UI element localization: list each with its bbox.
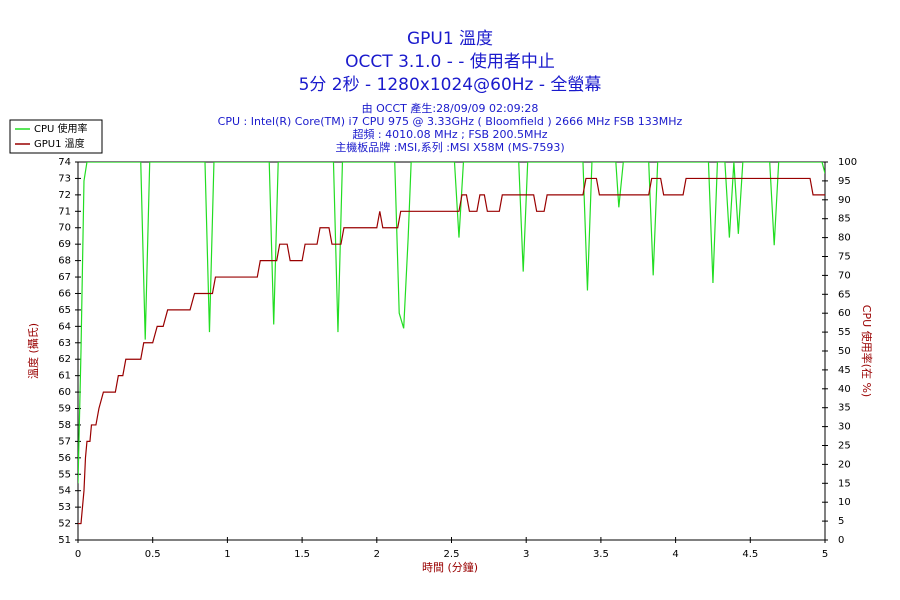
y2-tick-label: 10: [838, 497, 851, 508]
y-tick-label: 60: [58, 387, 71, 398]
y2-tick-label: 90: [838, 195, 851, 206]
annotation: 超頻 : 4010.08 MHz ; FSB 200.5MHz: [352, 127, 547, 141]
annotation: 由 OCCT 產生:28/09/09 02:09:28: [362, 101, 539, 115]
y-tick-label: 56: [58, 453, 71, 464]
y-tick-label: 64: [58, 321, 71, 332]
x-tick-label: 0.5: [145, 549, 161, 560]
y2-tick-label: 55: [838, 327, 851, 338]
y-tick-label: 51: [58, 535, 71, 546]
legend-label: CPU 使用率: [34, 122, 88, 135]
data-line: [78, 162, 825, 484]
y-tick-label: 55: [58, 469, 71, 480]
y-tick-label: 65: [58, 305, 71, 316]
y2-tick-label: 45: [838, 365, 851, 376]
y2-tick-label: 40: [838, 384, 851, 395]
y2-tick-label: 25: [838, 441, 851, 452]
x-tick-label: 0: [75, 549, 81, 560]
y2-tick-label: 85: [838, 214, 851, 225]
y2-tick-label: 15: [838, 478, 851, 489]
y-tick-label: 54: [58, 486, 71, 497]
y-tick-label: 53: [58, 502, 71, 513]
y-tick-label: 58: [58, 420, 71, 431]
y2-tick-label: 20: [838, 459, 851, 470]
y2-tick-label: 75: [838, 252, 851, 263]
plot-area: [77, 161, 826, 541]
y-tick-label: 57: [58, 436, 71, 447]
legend-box: [9, 119, 103, 154]
y-tick-label: 69: [58, 239, 71, 250]
y2-tick-label: 30: [838, 422, 851, 433]
y-tick-label: 72: [58, 190, 71, 201]
y2-tick-label: 70: [838, 270, 851, 281]
data-line: [78, 177, 825, 525]
y2-tick-label: 0: [838, 535, 844, 546]
y-tick-label: 61: [58, 371, 71, 382]
y2-tick-label: 60: [838, 308, 851, 319]
x-tick-label: 5: [822, 549, 828, 560]
y-tick-label: 67: [58, 272, 71, 283]
y-tick-label: 59: [58, 404, 71, 415]
x-tick-label: 2.5: [444, 549, 460, 560]
y-tick-label: 63: [58, 338, 71, 349]
chart-subtitle: 5分 2秒 - 1280x1024@60Hz - 全螢幕: [299, 75, 602, 95]
x-tick-label: 3: [523, 549, 529, 560]
x-tick-label: 2: [374, 549, 380, 560]
chart-subtitle: OCCT 3.1.0 - - 使用者中止: [345, 51, 555, 72]
y-tick-label: 68: [58, 256, 71, 267]
y-tick-label: 66: [58, 288, 71, 299]
annotation: CPU : Intel(R) Core(TM) i7 CPU 975 @ 3.3…: [218, 115, 683, 128]
y2-tick-label: 50: [838, 346, 851, 357]
y2-tick-label: 80: [838, 233, 851, 244]
y-tick-label: 74: [58, 157, 71, 168]
annotation: 主機板品牌 :MSI,系列 :MSI X58M (MS-7593): [335, 140, 564, 154]
x-axis-label: 時間 (分鐘): [422, 560, 478, 574]
y-tick-label: 70: [58, 223, 71, 234]
chart-title: GPU1 溫度: [407, 29, 493, 49]
x-tick-label: 1.5: [294, 549, 310, 560]
y-tick-label: 71: [58, 206, 71, 217]
y-axis-label: 溫度 (攝氏): [26, 323, 40, 379]
y-tick-label: 62: [58, 354, 71, 365]
y2-axis-label: CPU 使用率(在 %): [860, 305, 874, 397]
y-tick-label: 52: [58, 519, 71, 530]
x-tick-label: 4: [672, 549, 678, 560]
legend-label: GPU1 溫度: [34, 137, 85, 150]
legend: CPU 使用率 GPU1 溫度: [9, 119, 103, 154]
y2-tick-label: 35: [838, 403, 851, 414]
y-tick-label: 73: [58, 173, 71, 184]
y2-tick-label: 5: [838, 516, 844, 527]
x-tick-label: 4.5: [742, 549, 758, 560]
y2-tick-label: 65: [838, 289, 851, 300]
y2-tick-label: 95: [838, 176, 851, 187]
y2-tick-label: 100: [838, 157, 857, 168]
x-tick-label: 1: [224, 549, 230, 560]
x-tick-label: 3.5: [593, 549, 609, 560]
